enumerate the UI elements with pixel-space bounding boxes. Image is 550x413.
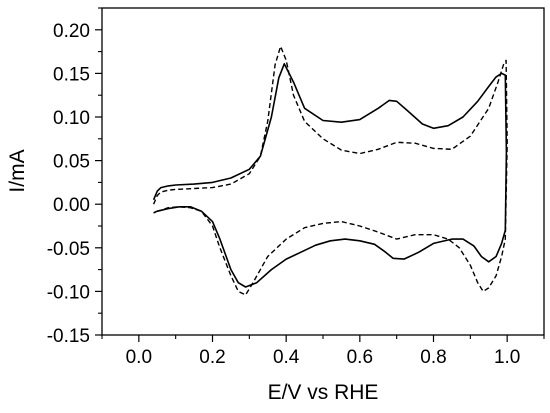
- y-tick-label: 0.10: [53, 108, 90, 129]
- dashed-series-line: [152, 45, 508, 296]
- solid-series-line: [152, 62, 508, 288]
- x-tick-label: 0.0: [126, 347, 152, 368]
- x-tick-label: 0.6: [347, 347, 373, 368]
- y-tick-label: 0.00: [53, 195, 90, 216]
- y-tick-label: 0.20: [53, 21, 90, 42]
- y-axis-title: I/mA: [6, 149, 29, 192]
- x-axis-title: E/V vs RHE: [268, 381, 379, 404]
- y-tick-label: -0.05: [47, 239, 90, 260]
- y-tick-label: -0.15: [47, 326, 90, 347]
- y-tick-label: -0.10: [47, 282, 90, 303]
- x-tick-label: 0.8: [420, 347, 446, 368]
- plot-frame: [101, 7, 545, 336]
- x-tick-label: 0.2: [199, 347, 225, 368]
- y-tick-label: 0.15: [53, 64, 90, 85]
- x-tick-label: 0.4: [273, 347, 300, 368]
- x-tick-label: 1.0: [494, 347, 520, 368]
- y-tick-label: 0.05: [53, 152, 90, 173]
